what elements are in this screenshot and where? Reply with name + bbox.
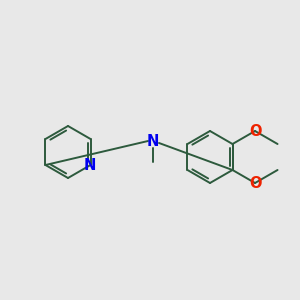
Text: N: N [83, 158, 96, 172]
Text: N: N [147, 134, 159, 149]
Text: O: O [249, 176, 261, 190]
Text: O: O [249, 124, 261, 139]
